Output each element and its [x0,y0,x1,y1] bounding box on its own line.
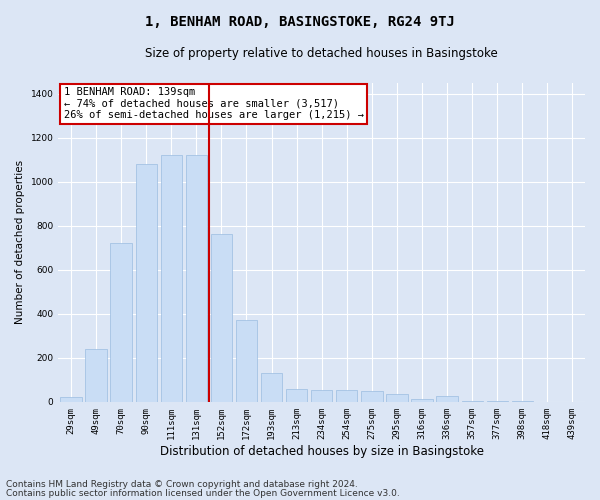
Bar [487,401,508,402]
Bar [161,155,182,402]
Bar [336,390,358,402]
Bar [185,155,207,402]
Text: Contains HM Land Registry data © Crown copyright and database right 2024.: Contains HM Land Registry data © Crown c… [6,480,358,489]
Bar [461,400,483,402]
Bar [286,388,307,402]
Bar [386,394,407,402]
X-axis label: Distribution of detached houses by size in Basingstoke: Distribution of detached houses by size … [160,444,484,458]
Bar [136,164,157,402]
Bar [211,234,232,402]
Text: Contains public sector information licensed under the Open Government Licence v3: Contains public sector information licen… [6,488,400,498]
Y-axis label: Number of detached properties: Number of detached properties [15,160,25,324]
Bar [110,244,132,402]
Bar [436,396,458,402]
Bar [261,373,282,402]
Bar [60,398,82,402]
Text: 1, BENHAM ROAD, BASINGSTOKE, RG24 9TJ: 1, BENHAM ROAD, BASINGSTOKE, RG24 9TJ [145,15,455,29]
Bar [85,349,107,402]
Bar [361,391,383,402]
Text: 1 BENHAM ROAD: 139sqm
← 74% of detached houses are smaller (3,517)
26% of semi-d: 1 BENHAM ROAD: 139sqm ← 74% of detached … [64,88,364,120]
Bar [412,398,433,402]
Bar [311,390,332,402]
Title: Size of property relative to detached houses in Basingstoke: Size of property relative to detached ho… [145,48,498,60]
Bar [236,320,257,402]
